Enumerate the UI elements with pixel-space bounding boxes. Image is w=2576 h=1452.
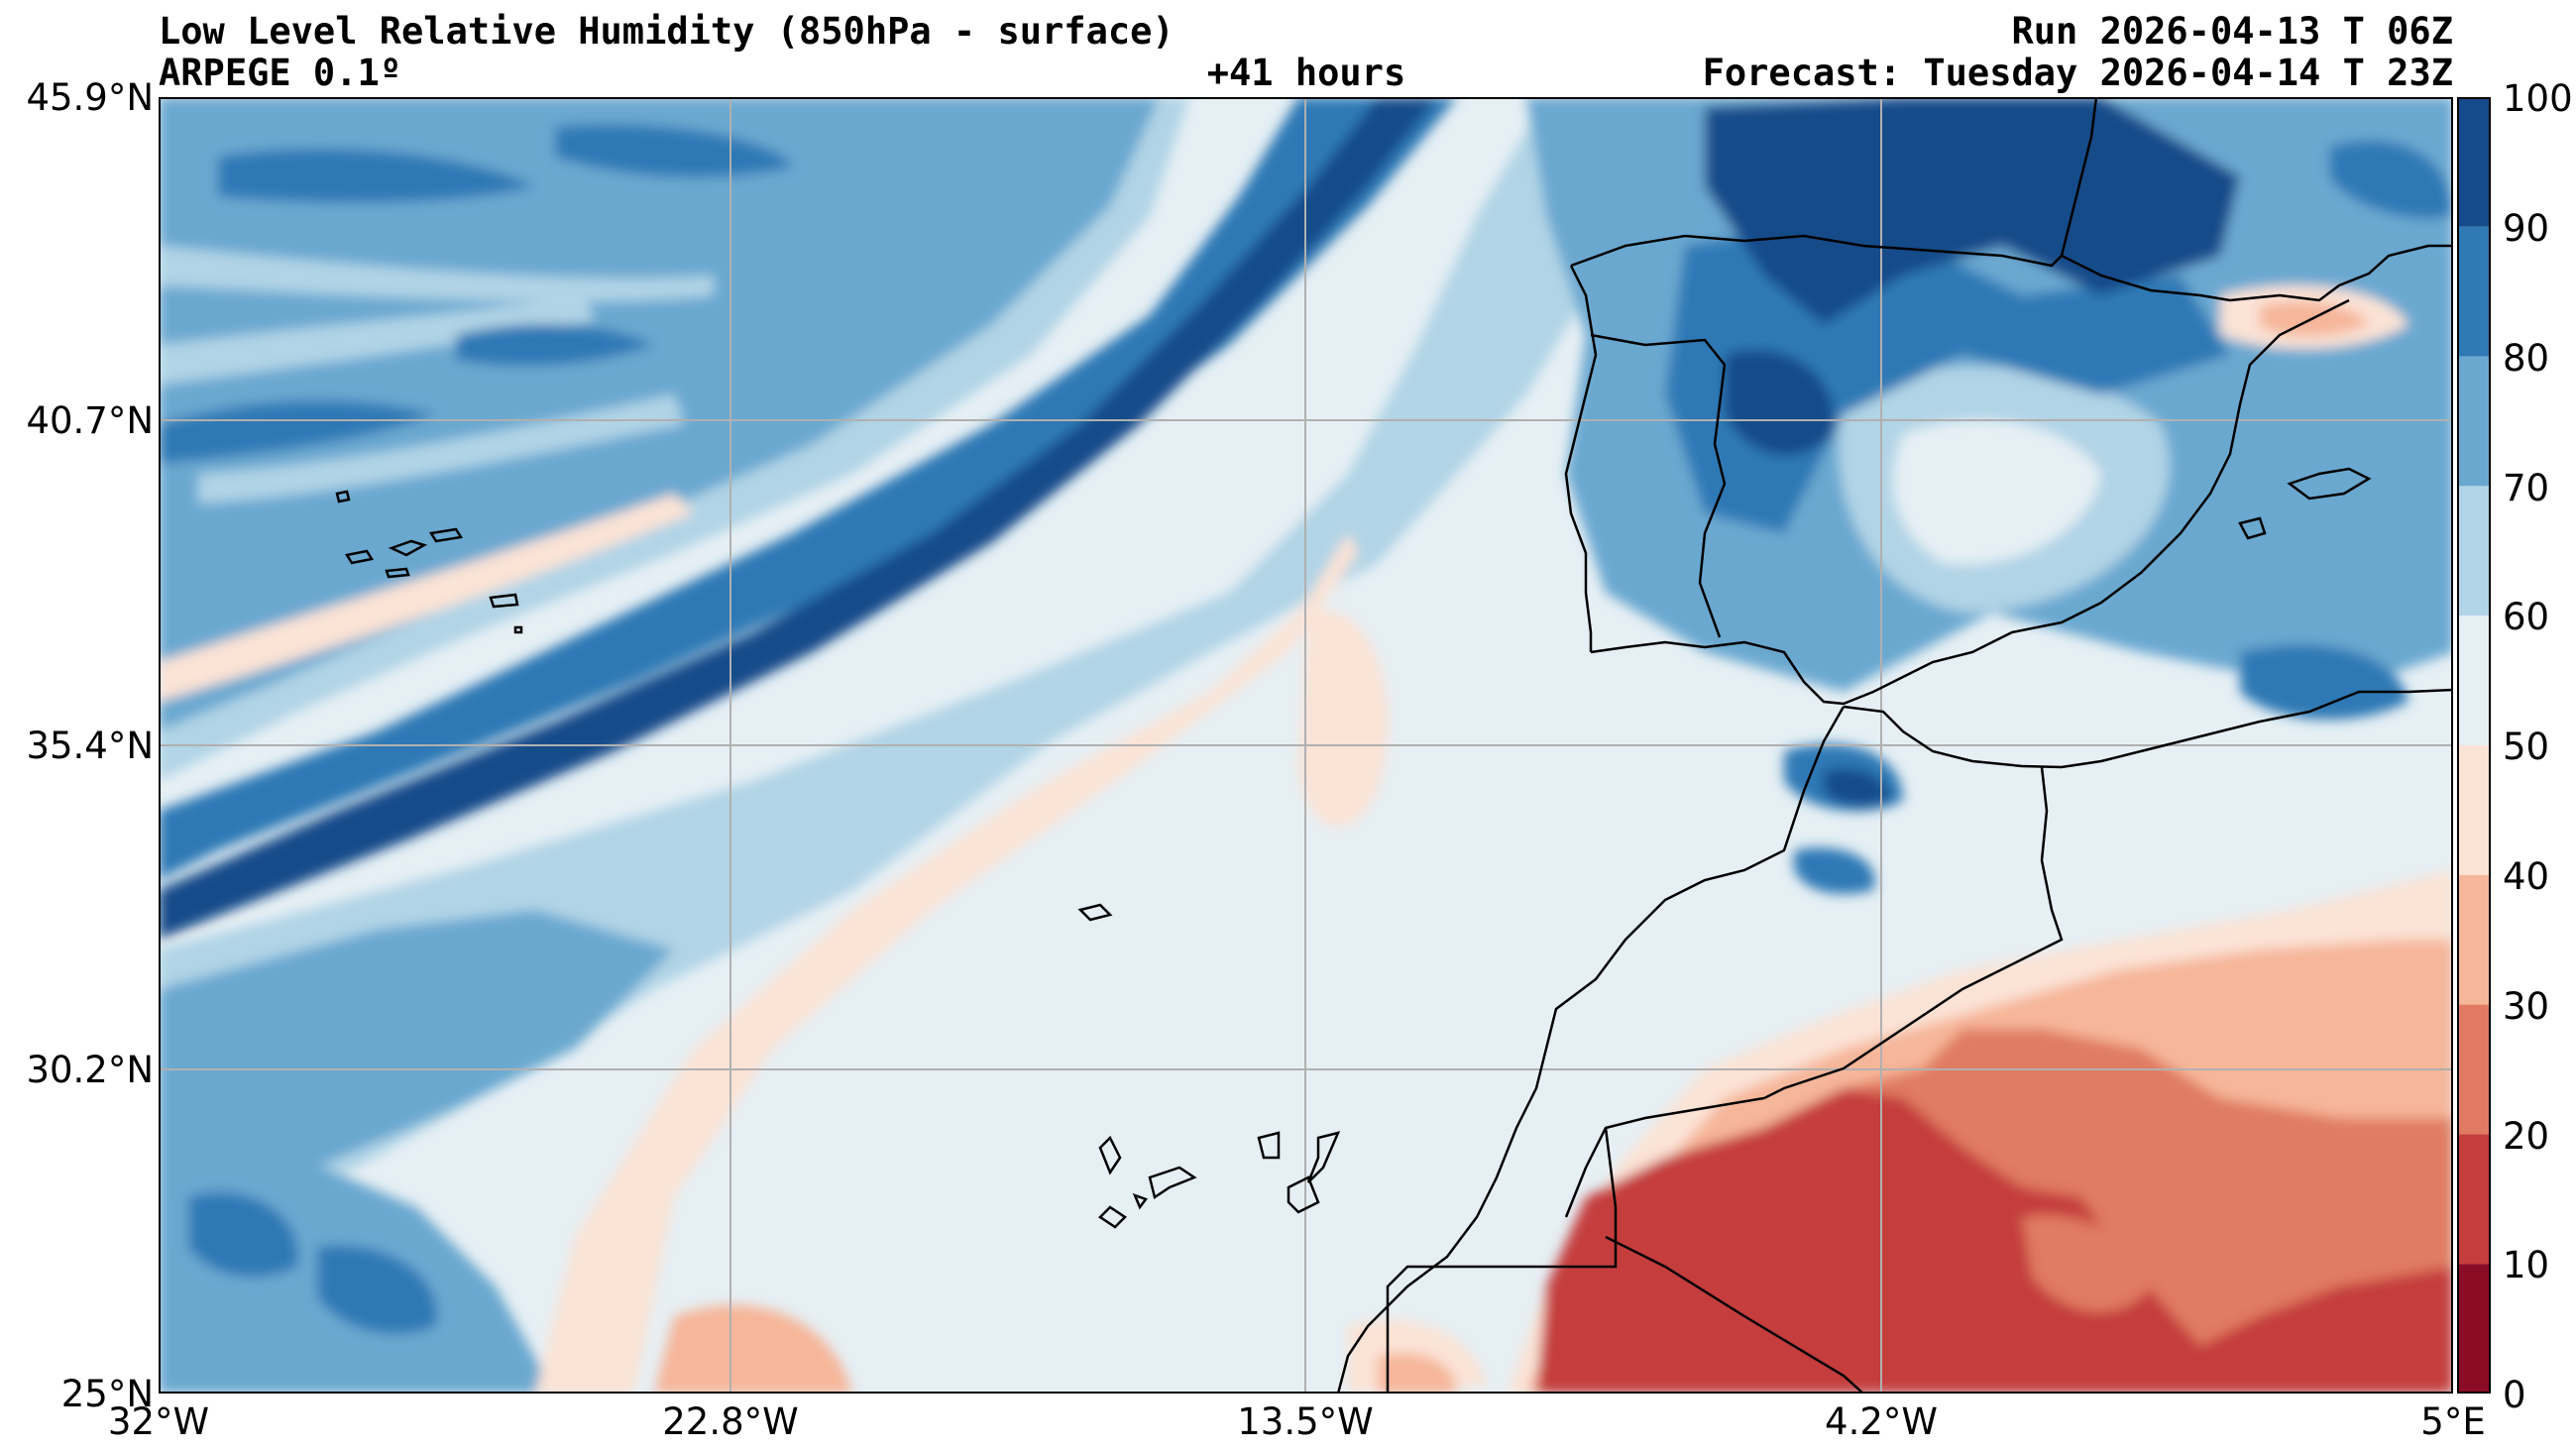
cbar-label-40: 40 <box>2503 855 2550 898</box>
lat-label-35-4: 35.4°N <box>26 725 154 767</box>
coast-madeira <box>1077 903 1113 922</box>
lat-label-45-9: 45.9°N <box>26 76 154 119</box>
lon-label-5e: 5°E <box>2420 1400 2486 1443</box>
coast-canary-2 <box>1287 1175 1320 1214</box>
coast-azores-6 <box>489 593 519 609</box>
band-40-50-west <box>535 533 1358 1394</box>
lon-label-22-8w: 22.8°W <box>662 1400 799 1443</box>
coast-iberia-south <box>1590 298 2350 706</box>
cbar-seg-20-30 <box>2457 1004 2491 1135</box>
cbar-label-60: 60 <box>2503 596 2550 638</box>
humidity-bands <box>159 97 2453 1394</box>
border-portugal-spain <box>1590 333 1727 638</box>
cbar-seg-0-10 <box>2457 1264 2491 1394</box>
coast-africa-atlantic <box>1336 706 1846 1394</box>
band-10-20-africa <box>1536 1088 2453 1394</box>
lat-label-40-7: 40.7°N <box>26 399 154 442</box>
coast-azores-4 <box>428 527 464 543</box>
lead-time-label: +41 hours <box>1206 52 1406 94</box>
cbar-seg-40-50 <box>2457 745 2491 875</box>
cbar-label-100: 100 <box>2503 77 2573 120</box>
colorbar <box>2457 97 2491 1394</box>
coast-canary-6 <box>1148 1166 1197 1200</box>
coast-canary-3 <box>1306 1131 1341 1183</box>
cbar-label-10: 10 <box>2503 1244 2550 1286</box>
cbar-label-30: 30 <box>2503 985 2550 1028</box>
cbar-seg-10-20 <box>2457 1134 2491 1265</box>
gridlines <box>159 97 2453 1394</box>
cbar-label-70: 70 <box>2503 467 2550 509</box>
coast-canary-1 <box>1257 1131 1281 1160</box>
cbar-label-0: 0 <box>2503 1374 2526 1416</box>
coast-azores-3 <box>344 549 375 565</box>
coast-azores-5 <box>385 567 410 579</box>
lon-label-13-5w: 13.5°W <box>1237 1400 1374 1443</box>
cbar-label-80: 80 <box>2503 337 2550 380</box>
border-morocco-wsahara <box>1564 1096 1765 1218</box>
coast-iberia-west <box>1564 265 1598 652</box>
coast-france-west <box>2060 97 2098 257</box>
lon-label-4-2w: 4.2°W <box>1825 1400 1938 1443</box>
lat-label-25: 25°N <box>60 1373 154 1415</box>
cbar-label-50: 50 <box>2503 726 2550 768</box>
model-label: ARPEGE 0.1º <box>159 52 402 94</box>
coast-baleares-2 <box>2238 516 2267 540</box>
coast-canary-7 <box>1132 1192 1149 1210</box>
coastlines <box>335 97 2453 1394</box>
coast-canary-5 <box>1098 1205 1127 1229</box>
coast-azores-1 <box>335 490 351 503</box>
border-wsahara-algeria <box>1386 1127 1618 1394</box>
coast-azores-2 <box>388 539 428 557</box>
humidity-map <box>159 97 2453 1394</box>
cbar-seg-80-90 <box>2457 226 2491 357</box>
cbar-seg-60-70 <box>2457 486 2491 616</box>
cbar-seg-90-100 <box>2457 97 2491 227</box>
border-morocco-algeria <box>1763 766 2064 1100</box>
band-90-100-iberia <box>1705 97 2240 325</box>
cbar-label-20: 20 <box>2503 1115 2550 1158</box>
band-90-100-front <box>159 97 1437 940</box>
lat-label-30-2: 30.2°N <box>26 1049 154 1091</box>
border-mauritania <box>1605 1235 1864 1394</box>
coast-azores-7 <box>513 625 523 634</box>
coast-iberia-north <box>1570 234 2453 302</box>
run-label: Run 2026-04-13 T 06Z <box>2011 10 2453 53</box>
cbar-seg-50-60 <box>2457 615 2491 745</box>
coast-africa-north <box>1843 688 2453 769</box>
coast-canary-4 <box>1098 1135 1122 1175</box>
cbar-seg-30-40 <box>2457 874 2491 1005</box>
lon-label-32w: 32°W <box>107 1400 210 1443</box>
map-title: Low Level Relative Humidity (850hPa - su… <box>159 10 1175 53</box>
cbar-label-90: 90 <box>2503 207 2550 250</box>
cbar-seg-70-80 <box>2457 356 2491 487</box>
coast-baleares-1 <box>2287 467 2372 501</box>
forecast-label: Forecast: Tuesday 2026-04-14 T 23Z <box>1702 52 2453 94</box>
